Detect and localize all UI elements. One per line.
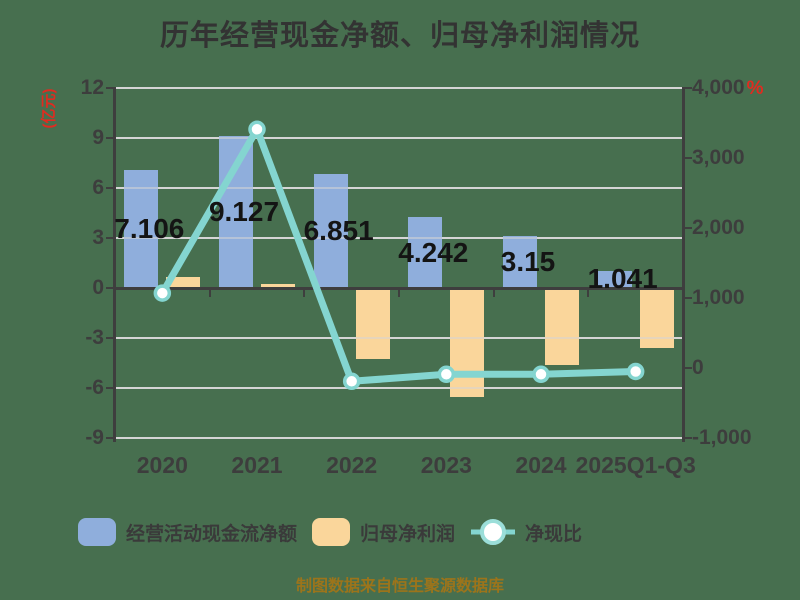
left-axis-tick-0 xyxy=(106,287,115,289)
gridline-overlay--3 xyxy=(115,337,683,339)
bar-netprofit-2025Q1-Q3 xyxy=(639,288,674,348)
right-axis-unit-label: % xyxy=(746,78,764,99)
left-axis-tick--6 xyxy=(106,387,115,389)
right-axis-tick-3000 xyxy=(683,157,692,159)
x-axis-label-2025Q1-Q3: 2025Q1-Q3 xyxy=(575,452,696,478)
left-axis-tick-label-6: 6 xyxy=(92,176,104,199)
legend-swatch-orange xyxy=(312,518,351,546)
left-axis-tick-label-3: 3 xyxy=(92,226,104,249)
x-axis-tick-3 xyxy=(398,289,400,297)
x-axis-label-2023: 2023 xyxy=(420,452,472,478)
legend-line-marker-icon xyxy=(470,518,516,546)
right-axis-tick-label-1000: 1,000 xyxy=(692,286,745,309)
left-axis-tick--9 xyxy=(106,437,115,439)
right-axis-tick-label-3000: 3,000 xyxy=(692,146,745,169)
legend-label-cash-ratio: 净现比 xyxy=(525,523,583,545)
x-axis-label-2021: 2021 xyxy=(231,452,283,478)
right-axis-tick-2000 xyxy=(683,227,692,229)
right-axis-tick-label-0: 0 xyxy=(692,356,704,379)
legend-item-operating-cashflow[interactable]: 经营活动现金流净额 xyxy=(78,518,297,546)
right-axis-tick-label--1000: -1,000 xyxy=(692,426,752,449)
x-axis-tick-4 xyxy=(492,289,495,297)
bar-netprofit-2023 xyxy=(450,288,485,398)
data-source-note: 制图数据来自恒生聚源数据库 xyxy=(295,578,504,595)
legend: 经营活动现金流净额 归母净利润 净现比 xyxy=(78,518,597,546)
right-axis-tick-label-4000: 4,000% xyxy=(692,76,764,99)
legend-label-net-profit: 归母净利润 xyxy=(360,523,456,545)
right-axis-tick--1000 xyxy=(683,437,692,439)
right-axis-tick-label-2000: 2,000 xyxy=(692,216,745,239)
bar-value-label-2025Q1-Q3: 1.041 xyxy=(587,263,658,295)
line-marker-2025Q1-Q3 xyxy=(626,362,645,381)
x-axis-label-2024: 2024 xyxy=(515,452,567,478)
left-axis-tick-label-9: 9 xyxy=(92,126,104,149)
left-axis-tick-label--6: -6 xyxy=(85,376,104,399)
line-marker-2021 xyxy=(248,120,266,139)
bar-netprofit-2024 xyxy=(545,288,579,365)
gridline-overlay--9 xyxy=(115,437,683,439)
bar-cashflow-2020 xyxy=(124,169,159,288)
legend-swatch-blue xyxy=(78,518,116,546)
left-axis-tick-label-0: 0 xyxy=(92,276,104,299)
right-axis-tick-0 xyxy=(683,367,692,369)
x-axis-tick-2 xyxy=(303,289,306,297)
left-axis-line xyxy=(113,87,116,442)
gridline-overlay--6 xyxy=(115,387,683,389)
gridline-overlay-9 xyxy=(115,137,683,139)
left-axis-tick-label--9: -9 xyxy=(85,426,104,449)
legend-item-net-profit[interactable]: 归母净利润 xyxy=(312,518,455,546)
bar-netprofit-2022 xyxy=(355,288,390,359)
x-axis-label-2022: 2022 xyxy=(326,452,378,478)
left-axis-tick--3 xyxy=(106,337,115,339)
right-axis-line xyxy=(682,87,685,442)
left-axis-tick-12 xyxy=(106,87,115,89)
x-axis-label-2020: 2020 xyxy=(136,452,188,478)
left-axis-tick-3 xyxy=(106,237,115,239)
line-marker-2024 xyxy=(532,365,550,384)
right-axis-tick-4000 xyxy=(683,87,692,89)
gridline-overlay-6 xyxy=(115,187,683,189)
left-axis-tick-9 xyxy=(106,137,115,139)
right-axis-tick-1000 xyxy=(683,297,692,299)
legend-item-cash-ratio[interactable]: 净现比 xyxy=(470,518,582,546)
left-axis-tick-6 xyxy=(106,187,115,189)
left-axis-tick-label-12: 12 xyxy=(80,76,104,99)
left-axis-tick-label--3: -3 xyxy=(85,326,104,349)
legend-label-operating-cashflow: 经营活动现金流净额 xyxy=(126,523,298,545)
gridline-overlay-12 xyxy=(115,87,683,89)
chart-title: 历年经营现金净额、归母净利润情况 xyxy=(159,20,640,52)
x-axis-tick-1 xyxy=(208,289,211,297)
